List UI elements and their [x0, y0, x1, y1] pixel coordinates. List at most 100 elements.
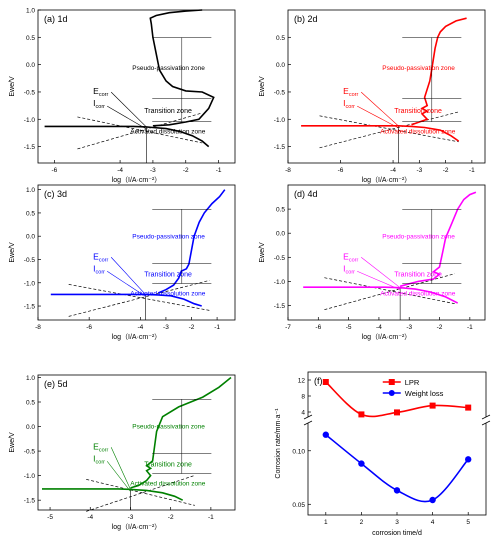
- polarization-curve-anodic: [411, 17, 467, 126]
- y-axis-label: Ewe/V: [259, 76, 266, 97]
- plot-frame: [37, 374, 236, 511]
- data-point-0: [358, 411, 365, 418]
- icorr-leader: [106, 461, 131, 492]
- icorr-label: Icorr: [93, 453, 105, 465]
- x-tick-label: -6: [315, 324, 321, 331]
- axis-break-mark: [481, 420, 491, 426]
- x-tick-label: 2: [360, 519, 364, 526]
- y-tick-label: 1.0: [26, 375, 35, 382]
- data-point-0: [394, 409, 400, 416]
- y-tick-label: 4: [301, 410, 305, 417]
- y-tick-label: -1.0: [274, 117, 286, 124]
- plot-frame: [37, 184, 236, 321]
- y-tick-label: -0.5: [24, 257, 36, 264]
- x-tick-label: -6: [338, 167, 344, 174]
- y-tick-label: -0.5: [274, 255, 286, 262]
- tafel-anodic-line: [319, 111, 459, 149]
- y-tick-label: -1.5: [274, 144, 286, 151]
- legend-entry: LPR: [405, 378, 420, 387]
- x-tick-label: -1: [467, 324, 473, 331]
- zone-label-activated-dissolution: Activated dissolution zone: [130, 129, 206, 136]
- icorr-leader: [106, 270, 146, 297]
- ecorr-leader: [360, 257, 401, 288]
- polarization-panel-4: -7 -6 -5 -4 -3 -2 -1 -1.5 -1.0 -0.5 0.0 0.5 log（I/A·…: [259, 184, 486, 341]
- icorr-label: Icorr: [343, 98, 355, 110]
- ecorr-label: Ecorr: [93, 441, 108, 453]
- x-tick-label: 5: [466, 519, 470, 526]
- data-point-0: [465, 404, 472, 411]
- zone-label-pseudo-passivation: Pseudo-passivation zone: [132, 233, 205, 240]
- y-tick-label: -1.5: [24, 498, 36, 505]
- polarization-panel-3: -8 -6 -4 -3 -2 -1 -1.5 -1.0 -0.5 0.0 0.5 1.0 log（I/A…: [9, 184, 236, 341]
- y-axis-label: Corrosion rate/mm·a⁻¹: [275, 408, 282, 479]
- polarization-curve-anodic: [399, 191, 477, 288]
- plot-frame: [287, 9, 486, 164]
- zone-label-transition: Transition zone: [394, 271, 442, 278]
- axis-break-mark: [303, 414, 313, 420]
- axis-break-left: [304, 417, 312, 423]
- y-tick-label: -0.5: [274, 89, 286, 96]
- zone-label-pseudo-passivation: Pseudo-passivation zone: [382, 65, 455, 72]
- zone-label-transition: Transition zone: [144, 271, 192, 278]
- x-tick-label: -4: [137, 324, 143, 331]
- zone-label-activated-dissolution: Activated dissolution zone: [380, 129, 456, 136]
- axis-break-right: [482, 417, 490, 423]
- ecorr-label: Ecorr: [93, 251, 108, 263]
- panel-label: (c) 3d: [44, 189, 67, 199]
- polarization-curve-cathodic: [301, 125, 460, 142]
- axis-break-mark: [481, 414, 491, 420]
- x-tick-label: -7: [285, 324, 291, 331]
- panel-label: (e) 5d: [44, 379, 68, 389]
- x-tick-label: -1: [216, 167, 222, 174]
- y-tick-label: 0.0: [26, 424, 35, 431]
- y-tick-label: -1.0: [24, 473, 36, 480]
- legend-marker: [388, 379, 395, 385]
- x-tick-label: -6: [86, 324, 92, 331]
- x-axis-label: log（I/A·cm⁻²）: [362, 176, 412, 184]
- tafel-cathodic-line: [68, 284, 210, 311]
- icorr-label: Icorr: [93, 98, 105, 110]
- y-tick-label: 0.5: [26, 400, 35, 407]
- x-tick-label: -3: [406, 324, 412, 331]
- x-tick-label: -1: [214, 324, 220, 331]
- polarization-curve-anodic: [130, 376, 232, 489]
- tafel-cathodic-line: [319, 115, 459, 143]
- polarization-curve-cathodic: [42, 488, 184, 501]
- ecorr-label: Ecorr: [343, 251, 358, 263]
- y-tick-label: 0.5: [26, 210, 35, 217]
- x-tick-label: -1: [208, 514, 214, 521]
- x-axis-label: corrosion time/d: [372, 530, 422, 537]
- x-tick-label: -6: [52, 167, 58, 174]
- x-tick-label: -4: [376, 324, 382, 331]
- y-tick-label: -1.0: [24, 117, 36, 124]
- zone-label-activated-dissolution: Activated dissolution zone: [130, 481, 206, 488]
- ecorr-leader: [110, 447, 131, 490]
- zone-label-transition: Transition zone: [144, 108, 192, 115]
- y-tick-label: 0.5: [276, 207, 285, 214]
- zone-label-pseudo-passivation: Pseudo-passivation zone: [132, 423, 205, 430]
- y-tick-label: -1.0: [274, 279, 286, 286]
- y-tick-label: 1.0: [26, 187, 35, 194]
- x-tick-label: -3: [416, 167, 422, 174]
- y-tick-label: 8: [301, 394, 305, 401]
- data-point-1: [465, 456, 472, 463]
- x-tick-label: 4: [431, 519, 435, 526]
- tafel-cathodic-line: [324, 277, 455, 305]
- panel-label: (d) 4d: [294, 189, 318, 199]
- plot-frame: [37, 9, 236, 164]
- x-tick-label: -5: [47, 514, 53, 521]
- panel-label: (b) 2d: [294, 14, 318, 24]
- x-tick-label: -2: [443, 167, 449, 174]
- x-tick-label: -2: [168, 514, 174, 521]
- x-tick-label: -4: [390, 167, 396, 174]
- ecorr-label: Ecorr: [343, 86, 358, 98]
- x-tick-label: -3: [150, 167, 156, 174]
- x-tick-label: -2: [183, 167, 189, 174]
- y-axis-label: Ewe/V: [9, 76, 16, 97]
- y-tick-label: -1.5: [274, 303, 286, 310]
- x-axis-label: log（I/A·cm⁻²）: [362, 333, 412, 341]
- zone-label-activated-dissolution: Activated dissolution zone: [380, 291, 456, 298]
- polarization-curve-anodic: [157, 189, 226, 294]
- y-tick-label: -1.0: [24, 280, 36, 287]
